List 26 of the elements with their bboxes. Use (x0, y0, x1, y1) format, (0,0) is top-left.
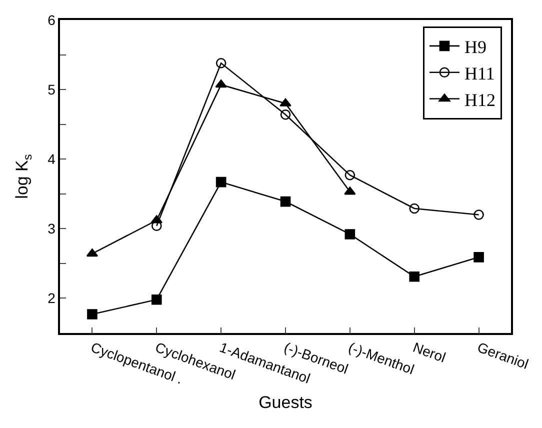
point (280, 98, 292, 106)
point (409, 272, 420, 282)
point (344, 229, 356, 240)
point (280, 109, 291, 120)
point (474, 210, 484, 220)
y-tick-label: 2 (48, 290, 56, 306)
point (151, 294, 162, 305)
point (344, 170, 356, 180)
point (409, 203, 420, 214)
y-tick-label: 4 (48, 151, 56, 168)
y-tick-label: 5 (48, 81, 56, 98)
legend-label: H11 (464, 63, 495, 84)
point (216, 58, 226, 68)
point (215, 80, 227, 88)
point (150, 215, 162, 224)
point (280, 196, 291, 207)
point (87, 309, 98, 320)
point (216, 176, 226, 188)
legend-label: H12 (464, 90, 496, 110)
point (344, 186, 356, 195)
y-tick-label: 6 (48, 12, 56, 28)
x-tick-label: Nerol (410, 338, 448, 366)
y-tick-label: 3 (48, 220, 56, 237)
legend-label: H9 (464, 36, 486, 57)
x-axis-title: Guests (258, 392, 312, 412)
point (474, 252, 484, 262)
